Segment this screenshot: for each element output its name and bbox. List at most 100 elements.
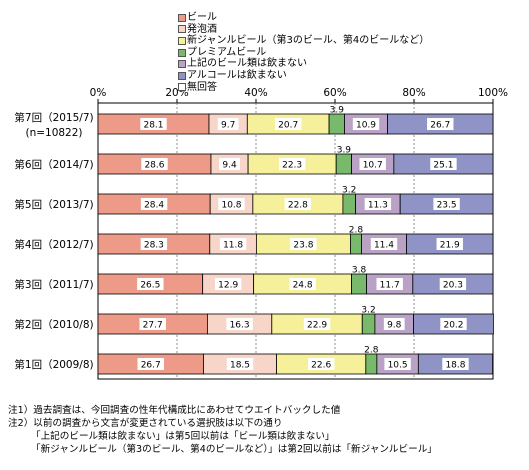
category-label: 第7回（2015/7) [14, 111, 93, 124]
data-label: 22.9 [307, 321, 327, 331]
footnote: 「新ジャンルビール（第3のビール、第4のビールなど）」は第2回以前は「新ジャンル… [31, 444, 437, 455]
data-label: 3.2 [361, 306, 375, 316]
bar-segment [361, 313, 376, 335]
data-label: 20.3 [443, 281, 463, 291]
data-label-bg [436, 238, 463, 250]
legend-swatch [178, 48, 186, 57]
data-label: 3.9 [330, 106, 345, 116]
data-label-bg [278, 158, 306, 170]
data-label-bg [352, 118, 380, 130]
data-label: 10.7 [363, 161, 383, 171]
data-label-bg [274, 118, 302, 130]
data-label: 2.8 [364, 346, 379, 356]
data-label: 9.4 [222, 161, 237, 171]
legend-swatch [178, 36, 186, 45]
data-label: 18.8 [445, 361, 465, 371]
data-label-bg [430, 158, 457, 170]
x-tick-label: 0% [90, 87, 107, 99]
data-label: 20.7 [278, 121, 298, 131]
legend-label: プレミアムビール [187, 46, 267, 58]
data-label-bg [370, 238, 398, 250]
bar-segment [365, 353, 378, 375]
data-label-bg [307, 358, 335, 370]
bar-segment [351, 273, 367, 295]
data-label-bg [219, 158, 240, 170]
category-label: 第4回（2012/7) [14, 238, 93, 251]
data-label: 11.3 [368, 201, 388, 211]
legend-swatch [178, 83, 186, 92]
category-label: 第3回（2011/7) [14, 278, 93, 291]
legend: ビール 発泡酒 新ジャンルビール（第3のビール、第4のビールなど） プレミアムビ… [178, 12, 429, 93]
data-label-bg [219, 238, 247, 250]
data-label: 11.7 [380, 281, 400, 291]
legend-swatch [178, 71, 186, 80]
data-label-bg [140, 198, 168, 210]
data-label-bg [433, 198, 460, 210]
data-label: 11.4 [374, 241, 394, 251]
legend-label: 上記のビール類は飲まない [187, 58, 307, 70]
footnote: 「上記のビール類は飲まない」は第5回以前は「ビール類は飲まない」 [31, 431, 335, 442]
data-label-bg [376, 278, 403, 290]
legend-item: 無回答 [178, 82, 429, 94]
data-label: 24.8 [293, 281, 313, 291]
data-label: 22.8 [288, 201, 308, 211]
data-label: 23.8 [293, 241, 313, 251]
category-label: 第1回（2009/8) [14, 358, 93, 371]
legend-swatch [178, 13, 186, 22]
category-label: 第2回（2010/8) [14, 318, 93, 331]
x-tick-label: 80% [402, 87, 425, 99]
data-label: 23.5 [437, 201, 457, 211]
legend-label: 新ジャンルビール（第3のビール、第4のビールなど） [187, 35, 430, 47]
bar-segment [342, 193, 356, 215]
legend-item: プレミアムビール [178, 47, 429, 59]
data-label-bg [139, 318, 166, 330]
data-label-bg [137, 278, 164, 290]
data-label-bg [140, 238, 168, 250]
legend-item: 上記のビール類は飲まない [178, 58, 429, 70]
legend-swatch [178, 60, 186, 69]
data-label: 3.2 [342, 186, 356, 196]
data-label: 10.5 [388, 361, 408, 371]
x-tick-label: 60% [323, 87, 346, 99]
data-label-bg [383, 318, 405, 330]
bar-segment [335, 153, 352, 175]
data-label: 3.8 [352, 266, 367, 276]
data-label: 10.8 [221, 201, 241, 211]
data-label: 12.9 [218, 281, 238, 291]
data-label: 11.8 [223, 241, 243, 251]
legend-item: 新ジャンルビール（第3のビール、第4のビールなど） [178, 35, 429, 47]
data-label: 22.3 [282, 161, 302, 171]
data-label: 28.3 [144, 241, 164, 251]
data-label-bg [218, 198, 245, 210]
footnote: 注2）以前の調査から文言が変更されている選択肢は以下の通り [8, 418, 283, 429]
data-label-bg [384, 358, 411, 370]
data-label: 27.7 [143, 321, 163, 331]
data-label-bg [290, 238, 317, 250]
data-label-bg [289, 278, 316, 290]
data-label-bg [226, 318, 253, 330]
data-label-bg [439, 278, 467, 290]
data-label: 9.7 [221, 121, 235, 131]
data-label-bg [217, 118, 239, 130]
data-label: 26.7 [430, 121, 450, 131]
data-label-bg [214, 278, 242, 290]
data-label: 28.4 [144, 201, 164, 211]
legend-label: ビール [187, 12, 217, 23]
legend-item: アルコールは飲まない [178, 70, 429, 82]
data-label: 28.6 [144, 161, 164, 171]
legend-label: 無回答 [187, 81, 217, 93]
data-label: 10.9 [356, 121, 376, 131]
data-label: 26.7 [141, 361, 161, 371]
data-label-bg [141, 158, 168, 170]
x-tick-label: 40% [244, 87, 267, 99]
legend-label: 発泡酒 [187, 23, 217, 35]
data-label-bg [364, 198, 392, 210]
data-label: 22.6 [311, 361, 331, 371]
data-label-bg [359, 158, 386, 170]
data-label-bg [440, 318, 467, 330]
category-label: 第5回（2013/7) [14, 198, 93, 211]
category-label: 第6回（2014/7) [14, 158, 93, 171]
legend-swatch [178, 25, 186, 34]
data-label-bg [284, 198, 312, 210]
